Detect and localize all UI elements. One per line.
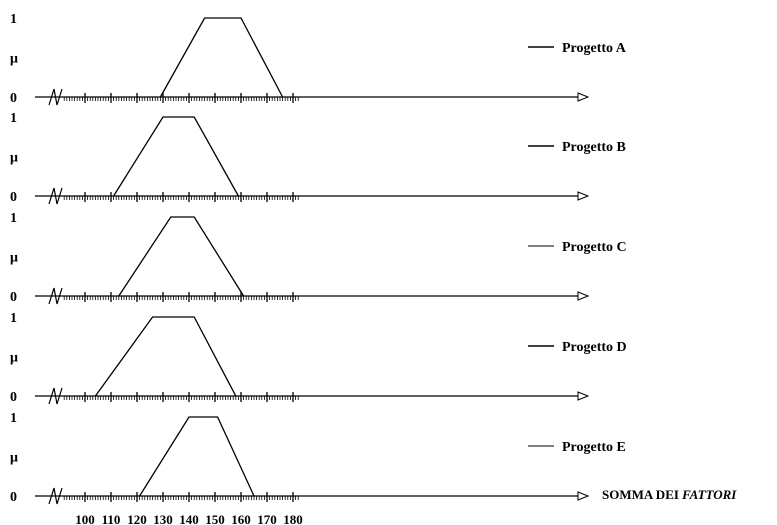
series-line xyxy=(159,17,284,98)
axis-break-mark xyxy=(48,387,63,405)
x-tick-label: 120 xyxy=(127,512,147,525)
y-axis-label: μ xyxy=(10,151,18,166)
x-axis-arrow xyxy=(577,191,590,201)
series-line xyxy=(113,116,239,197)
series-line xyxy=(94,316,237,397)
y-axis-label: μ xyxy=(10,351,18,366)
series-line xyxy=(118,216,245,297)
y-tick-label-1: 1 xyxy=(10,311,17,326)
panel-5: 0 1 μ Progetto E 100 110 120 130 140 150 160 170 180 xyxy=(10,411,626,525)
x-tick-label: 180 xyxy=(283,512,303,525)
axis-break-mark xyxy=(48,287,63,305)
panel-1: 0 1 μ Progetto A xyxy=(10,12,627,106)
y-tick-label-1: 1 xyxy=(10,12,17,27)
axis-break-mark xyxy=(48,487,63,505)
x-axis-title: SOMMA DEI FATTORI xyxy=(602,487,737,502)
x-tick-label: 160 xyxy=(231,512,251,525)
x-axis-arrow xyxy=(577,92,590,102)
y-tick-label-1: 1 xyxy=(10,411,17,426)
x-axis-arrow xyxy=(577,491,590,501)
x-tick-label: 130 xyxy=(153,512,173,525)
y-tick-label-0: 0 xyxy=(10,390,17,405)
y-axis-label: μ xyxy=(10,251,18,266)
y-axis-label: μ xyxy=(10,451,18,466)
x-axis-arrow xyxy=(577,391,590,401)
axis-break-mark xyxy=(48,88,63,106)
legend-label: Progetto A xyxy=(562,41,627,56)
panel-2: 0 1 μ Progetto B xyxy=(10,111,626,205)
x-tick-label: 100 xyxy=(75,512,95,525)
x-axis-title-italic: FATTORI xyxy=(681,487,737,502)
y-tick-label-0: 0 xyxy=(10,91,17,106)
y-tick-label-1: 1 xyxy=(10,211,17,226)
x-tick-label: 140 xyxy=(179,512,199,525)
x-axis-title-plain: SOMMA DEI xyxy=(602,487,682,502)
y-axis-label: μ xyxy=(10,52,18,67)
y-tick-label-0: 0 xyxy=(10,490,17,505)
legend-label: Progetto C xyxy=(562,240,627,255)
y-tick-label-0: 0 xyxy=(10,190,17,205)
axis-break-mark xyxy=(48,187,63,205)
x-tick-label: 110 xyxy=(102,512,121,525)
y-tick-label-1: 1 xyxy=(10,111,17,126)
panel-4: 0 1 μ Progetto D xyxy=(10,311,627,405)
legend-label: Progetto E xyxy=(562,440,626,455)
y-tick-label-0: 0 xyxy=(10,290,17,305)
series-line xyxy=(139,416,255,497)
x-tick-label: 150 xyxy=(205,512,225,525)
legend-label: Progetto D xyxy=(562,340,627,355)
panel-3: 0 1 μ Progetto C xyxy=(10,211,627,305)
x-axis-arrow xyxy=(577,291,590,301)
legend-label: Progetto B xyxy=(562,140,626,155)
x-tick-label: 170 xyxy=(257,512,277,525)
